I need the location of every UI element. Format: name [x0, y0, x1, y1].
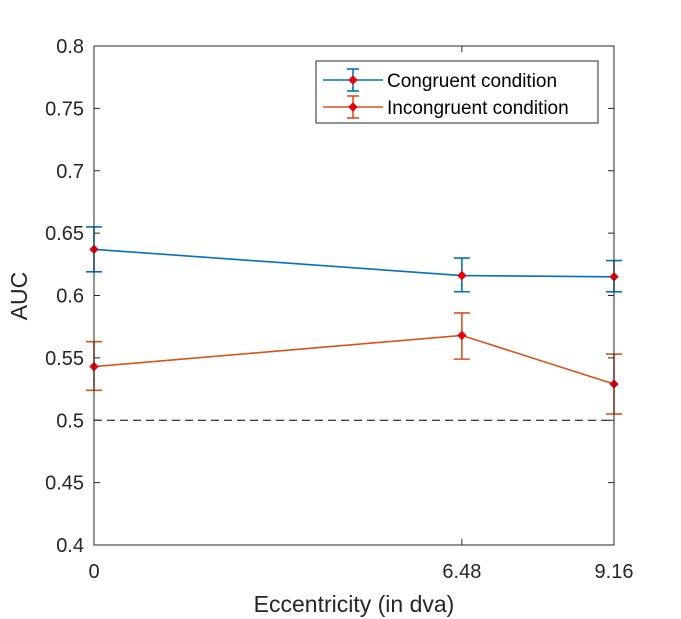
- data-point: [457, 330, 467, 341]
- legend-label: Incongruent condition: [387, 98, 569, 119]
- y-tick-label: 0.55: [45, 348, 84, 370]
- y-tick-label: 0.6: [56, 286, 84, 308]
- y-tick-label: 0.45: [45, 473, 84, 495]
- legend-marker: [348, 75, 358, 85]
- x-tick-label: 6.48: [442, 561, 481, 583]
- y-axis-label: AUC: [6, 272, 32, 321]
- y-tick-label: 0.65: [45, 223, 84, 245]
- x-tick-label: 9.16: [595, 561, 634, 583]
- x-axis-label: Eccentricity (in dva): [254, 591, 455, 617]
- y-tick-label: 0.75: [45, 98, 84, 120]
- legend: Congruent condition Incongruent condition: [315, 60, 599, 124]
- y-tick-label: 0.4: [56, 535, 84, 557]
- y-tick-label: 0.5: [56, 410, 84, 432]
- data-point: [457, 270, 467, 281]
- x-tick-label: 0: [88, 561, 99, 583]
- legend-box: [315, 60, 599, 124]
- legend-marker: [348, 102, 358, 112]
- y-tick-label: 0.8: [56, 36, 84, 58]
- y-tick-label: 0.7: [56, 161, 84, 183]
- legend-label: Congruent condition: [387, 71, 557, 92]
- ticks-layer: 0.4 0.45 0.5 0.55 0.6 0.65 0.7 0.75 0.8 0 6.48 9.16: [45, 36, 633, 583]
